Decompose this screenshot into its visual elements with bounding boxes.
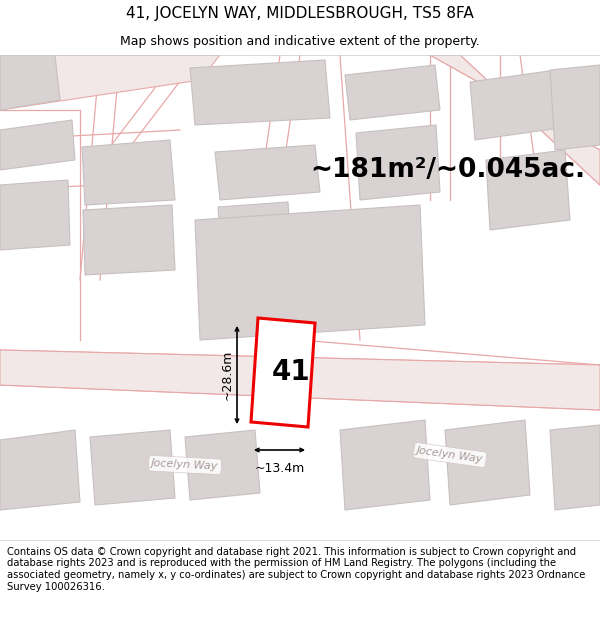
Polygon shape <box>430 55 600 185</box>
Text: Contains OS data © Crown copyright and database right 2021. This information is : Contains OS data © Crown copyright and d… <box>7 547 586 592</box>
Polygon shape <box>185 430 260 500</box>
Text: Map shows position and indicative extent of the property.: Map shows position and indicative extent… <box>120 35 480 48</box>
Text: 41: 41 <box>272 359 310 386</box>
Text: Jocelyn Way: Jocelyn Way <box>416 446 484 464</box>
Polygon shape <box>218 202 290 240</box>
Polygon shape <box>445 420 530 505</box>
Polygon shape <box>251 318 315 427</box>
Polygon shape <box>195 205 425 340</box>
Polygon shape <box>470 70 560 140</box>
Polygon shape <box>83 205 175 275</box>
Polygon shape <box>82 140 175 205</box>
Polygon shape <box>190 60 330 125</box>
Polygon shape <box>215 145 320 200</box>
Text: ~13.4m: ~13.4m <box>254 462 305 475</box>
Polygon shape <box>550 65 600 150</box>
Text: ~181m²/~0.045ac.: ~181m²/~0.045ac. <box>310 157 585 183</box>
Polygon shape <box>340 420 430 510</box>
Polygon shape <box>356 125 440 200</box>
Polygon shape <box>0 55 220 110</box>
Polygon shape <box>0 55 60 110</box>
Polygon shape <box>486 150 570 230</box>
Polygon shape <box>0 350 600 410</box>
Text: Jocelyn Way: Jocelyn Way <box>151 458 219 472</box>
Polygon shape <box>90 430 175 505</box>
Text: ~28.6m: ~28.6m <box>221 350 234 400</box>
Polygon shape <box>0 180 70 250</box>
Polygon shape <box>345 65 440 120</box>
Text: 41, JOCELYN WAY, MIDDLESBROUGH, TS5 8FA: 41, JOCELYN WAY, MIDDLESBROUGH, TS5 8FA <box>126 6 474 21</box>
Polygon shape <box>0 430 80 510</box>
Polygon shape <box>550 425 600 510</box>
Polygon shape <box>0 120 75 170</box>
